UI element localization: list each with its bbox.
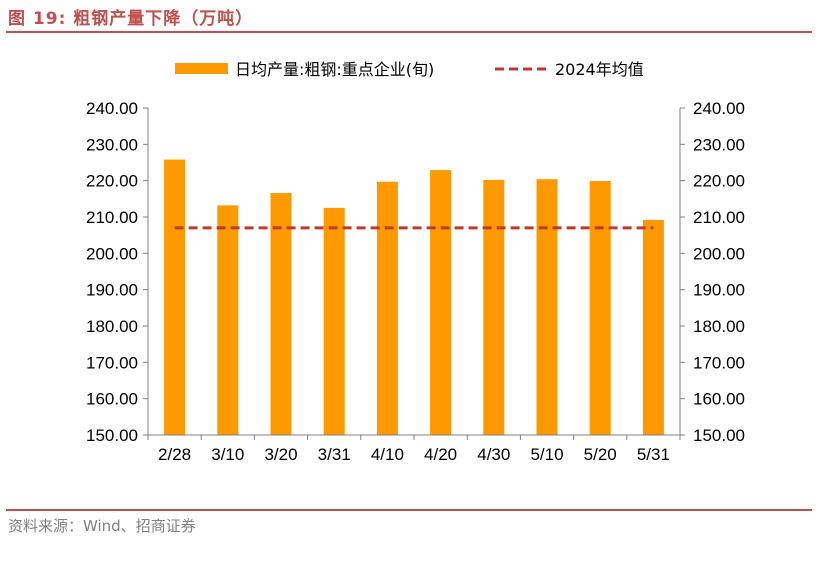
y-tick-label: 180.00 xyxy=(86,317,138,336)
bar xyxy=(217,205,239,435)
y2-tick-label: 190.00 xyxy=(693,281,745,300)
y2-tick-label: 150.00 xyxy=(693,426,745,445)
legend-swatch-bar xyxy=(175,63,228,74)
y2-tick-label: 170.00 xyxy=(693,353,745,372)
bar-series xyxy=(164,159,664,436)
bar xyxy=(323,207,345,435)
bar xyxy=(642,219,664,435)
y-axis-right: 240.00 230.00 220.00 210.00 200.00 190.00 180.… xyxy=(680,99,745,445)
x-tick-label: 4/30 xyxy=(477,445,510,464)
x-tick-label: 4/20 xyxy=(424,445,457,464)
footer-divider xyxy=(6,509,812,511)
y-tick-label: 200.00 xyxy=(86,244,138,263)
bar xyxy=(376,181,398,435)
bar xyxy=(536,179,558,435)
legend-label-line: 2024年均值 xyxy=(555,60,644,79)
y-tick-label: 150.00 xyxy=(86,426,138,445)
x-tick-label: 3/20 xyxy=(264,445,297,464)
y-tick-label: 240.00 xyxy=(86,99,138,118)
title-divider xyxy=(6,31,812,33)
x-tick-label: 4/10 xyxy=(371,445,404,464)
y2-tick-label: 220.00 xyxy=(693,172,745,191)
bar xyxy=(164,159,186,436)
y2-tick-label: 180.00 xyxy=(693,317,745,336)
source-note: 资料来源：Wind、招商证券 xyxy=(8,517,196,535)
chart-legend: 日均产量:粗钢:重点企业(旬) 2024年均值 xyxy=(175,60,644,79)
x-tick-label: 5/31 xyxy=(637,445,670,464)
y2-tick-label: 160.00 xyxy=(693,390,745,409)
x-tick-label: 5/10 xyxy=(530,445,563,464)
y2-tick-label: 210.00 xyxy=(693,208,745,227)
y2-tick-label: 200.00 xyxy=(693,244,745,263)
y-tick-label: 160.00 xyxy=(86,390,138,409)
bar xyxy=(430,170,452,435)
x-tick-label: 2/28 xyxy=(158,445,191,464)
figure-title: 图 19: 粗钢产量下降（万吨） xyxy=(8,9,254,29)
bar xyxy=(589,181,611,435)
x-tick-label: 3/31 xyxy=(318,445,351,464)
y-axis-left: 240.00 230.00 220.00 210.00 200.00 190.00 180.… xyxy=(86,99,148,445)
y-tick-label: 230.00 xyxy=(86,135,138,154)
bar xyxy=(270,193,292,435)
y2-tick-label: 230.00 xyxy=(693,135,745,154)
x-tick-label: 5/20 xyxy=(584,445,617,464)
y-tick-label: 170.00 xyxy=(86,353,138,372)
legend-label-bar: 日均产量:粗钢:重点企业(旬) xyxy=(235,60,434,79)
y-tick-label: 210.00 xyxy=(86,208,138,227)
x-axis: 2/28 3/10 3/20 3/31 4/10 4/20 4/30 5/10 5/20 5/31 xyxy=(147,435,681,464)
bar xyxy=(483,179,505,435)
y-tick-label: 190.00 xyxy=(86,281,138,300)
x-tick-label: 3/10 xyxy=(211,445,244,464)
y2-tick-label: 240.00 xyxy=(693,99,745,118)
y-tick-label: 220.00 xyxy=(86,172,138,191)
